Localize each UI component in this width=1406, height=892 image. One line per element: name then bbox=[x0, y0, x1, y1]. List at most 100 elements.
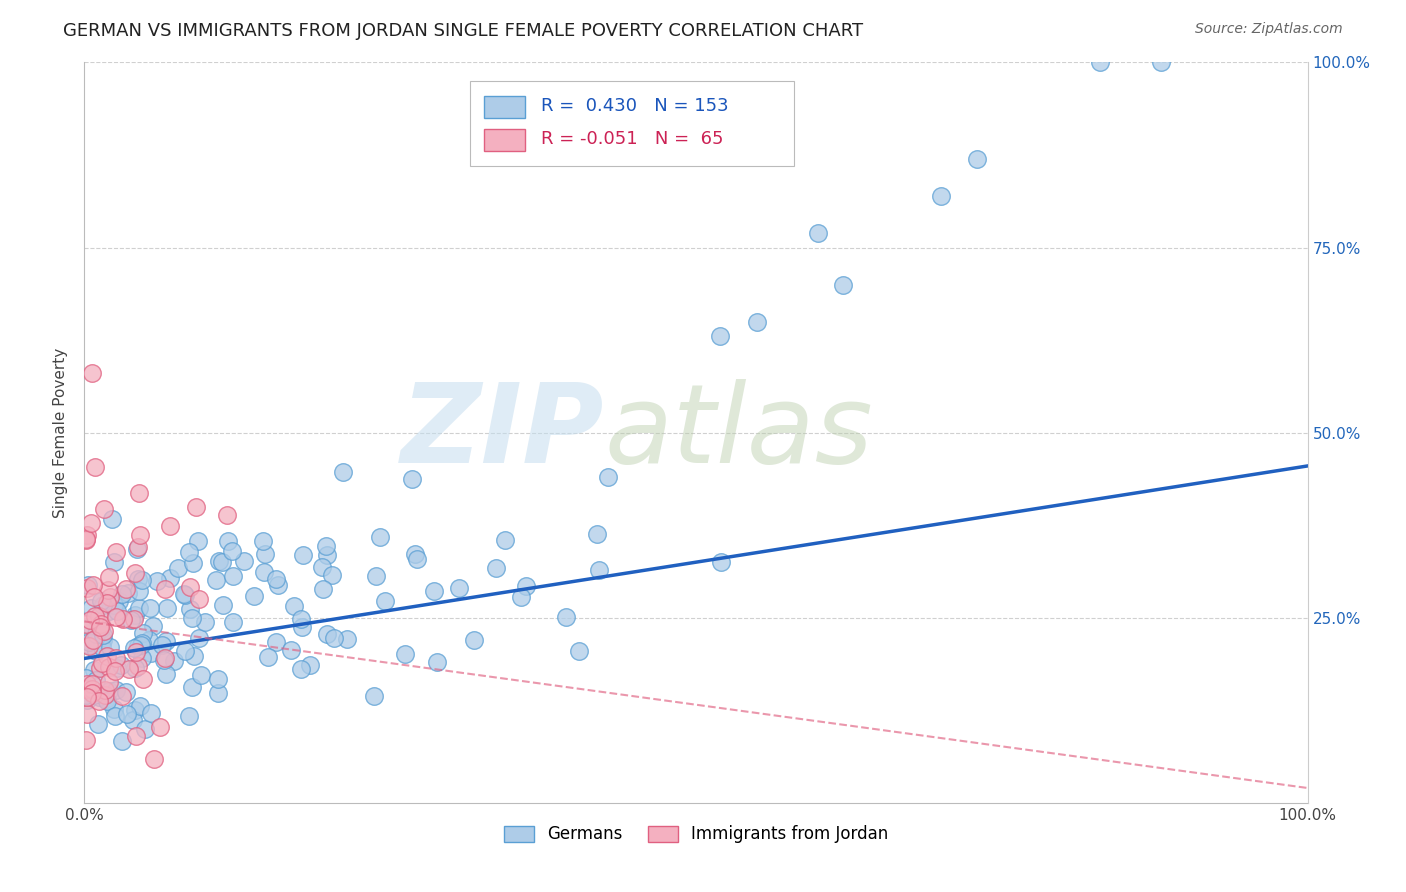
Point bbox=[152, 652, 174, 666]
Point bbox=[254, 547, 277, 561]
Point bbox=[190, 668, 212, 682]
Point bbox=[91, 640, 114, 654]
Point bbox=[80, 367, 103, 381]
Point bbox=[222, 615, 245, 630]
Point bbox=[125, 645, 148, 659]
Point bbox=[87, 694, 110, 708]
Point bbox=[368, 530, 391, 544]
Point bbox=[253, 565, 276, 579]
Point bbox=[96, 691, 118, 706]
Point bbox=[124, 607, 146, 622]
Point bbox=[207, 686, 229, 700]
Point bbox=[110, 658, 132, 673]
Point bbox=[321, 568, 343, 582]
Point bbox=[87, 716, 110, 731]
Point bbox=[494, 533, 516, 547]
Point bbox=[155, 667, 177, 681]
Point bbox=[111, 587, 134, 601]
Text: R = -0.051   N =  65: R = -0.051 N = 65 bbox=[541, 129, 723, 148]
Point bbox=[128, 584, 150, 599]
Point bbox=[83, 688, 105, 702]
Point bbox=[93, 624, 115, 639]
Point bbox=[188, 592, 211, 607]
Point bbox=[127, 572, 149, 586]
Point bbox=[153, 651, 176, 665]
Y-axis label: Single Female Poverty: Single Female Poverty bbox=[53, 348, 69, 517]
Point bbox=[174, 644, 197, 658]
Point bbox=[555, 609, 578, 624]
Point bbox=[131, 573, 153, 587]
Point bbox=[181, 556, 204, 570]
Point bbox=[96, 694, 118, 708]
Point bbox=[127, 639, 149, 653]
Point bbox=[485, 561, 508, 575]
Point bbox=[76, 706, 98, 721]
Point bbox=[117, 586, 139, 600]
Point bbox=[179, 545, 201, 559]
Point bbox=[363, 689, 385, 703]
Point bbox=[83, 590, 105, 604]
Point bbox=[84, 608, 107, 623]
Point bbox=[177, 709, 200, 723]
Point bbox=[264, 635, 287, 649]
Point bbox=[401, 472, 423, 486]
Point bbox=[89, 620, 111, 634]
Point bbox=[217, 533, 239, 548]
Point bbox=[98, 604, 121, 618]
Point bbox=[98, 684, 121, 698]
Point bbox=[127, 541, 149, 555]
Point bbox=[75, 733, 97, 747]
Point bbox=[96, 648, 118, 663]
Point bbox=[180, 611, 202, 625]
Point bbox=[96, 597, 118, 611]
Point bbox=[807, 226, 830, 240]
Point bbox=[131, 651, 153, 665]
Point bbox=[156, 601, 179, 615]
Point bbox=[124, 661, 146, 675]
Point bbox=[143, 752, 166, 766]
Point bbox=[90, 594, 112, 608]
Point bbox=[75, 533, 97, 547]
Point bbox=[315, 539, 337, 553]
Bar bbox=[484, 95, 524, 118]
Point bbox=[128, 698, 150, 713]
Point bbox=[97, 570, 120, 584]
Point bbox=[242, 589, 264, 603]
Point bbox=[141, 646, 163, 660]
Point bbox=[79, 613, 101, 627]
Point bbox=[179, 602, 201, 616]
Point bbox=[82, 633, 104, 648]
Point bbox=[77, 578, 100, 592]
Point bbox=[84, 644, 107, 658]
Point bbox=[150, 638, 173, 652]
Point bbox=[929, 188, 952, 202]
Point bbox=[208, 554, 231, 568]
Point bbox=[94, 689, 117, 703]
Point bbox=[84, 627, 107, 641]
Point bbox=[188, 632, 211, 646]
Point bbox=[104, 665, 127, 679]
Point bbox=[292, 548, 315, 562]
Point bbox=[134, 722, 156, 736]
Point bbox=[91, 598, 114, 612]
Text: R =  0.430   N = 153: R = 0.430 N = 153 bbox=[541, 97, 728, 115]
Point bbox=[98, 591, 121, 605]
Point bbox=[173, 588, 195, 602]
Text: GERMAN VS IMMIGRANTS FROM JORDAN SINGLE FEMALE POVERTY CORRELATION CHART: GERMAN VS IMMIGRANTS FROM JORDAN SINGLE … bbox=[63, 22, 863, 40]
Point bbox=[104, 651, 127, 665]
Point bbox=[75, 682, 97, 697]
Point bbox=[405, 552, 427, 566]
Point bbox=[283, 599, 305, 613]
Point bbox=[98, 640, 121, 654]
Point bbox=[125, 542, 148, 557]
Point bbox=[104, 708, 127, 723]
Point bbox=[103, 555, 125, 569]
Point bbox=[105, 545, 128, 559]
Point bbox=[747, 314, 769, 328]
Point bbox=[211, 556, 233, 570]
Point bbox=[122, 640, 145, 655]
Point bbox=[111, 734, 134, 748]
Point bbox=[131, 636, 153, 650]
Point bbox=[75, 616, 97, 631]
Point bbox=[115, 582, 138, 597]
